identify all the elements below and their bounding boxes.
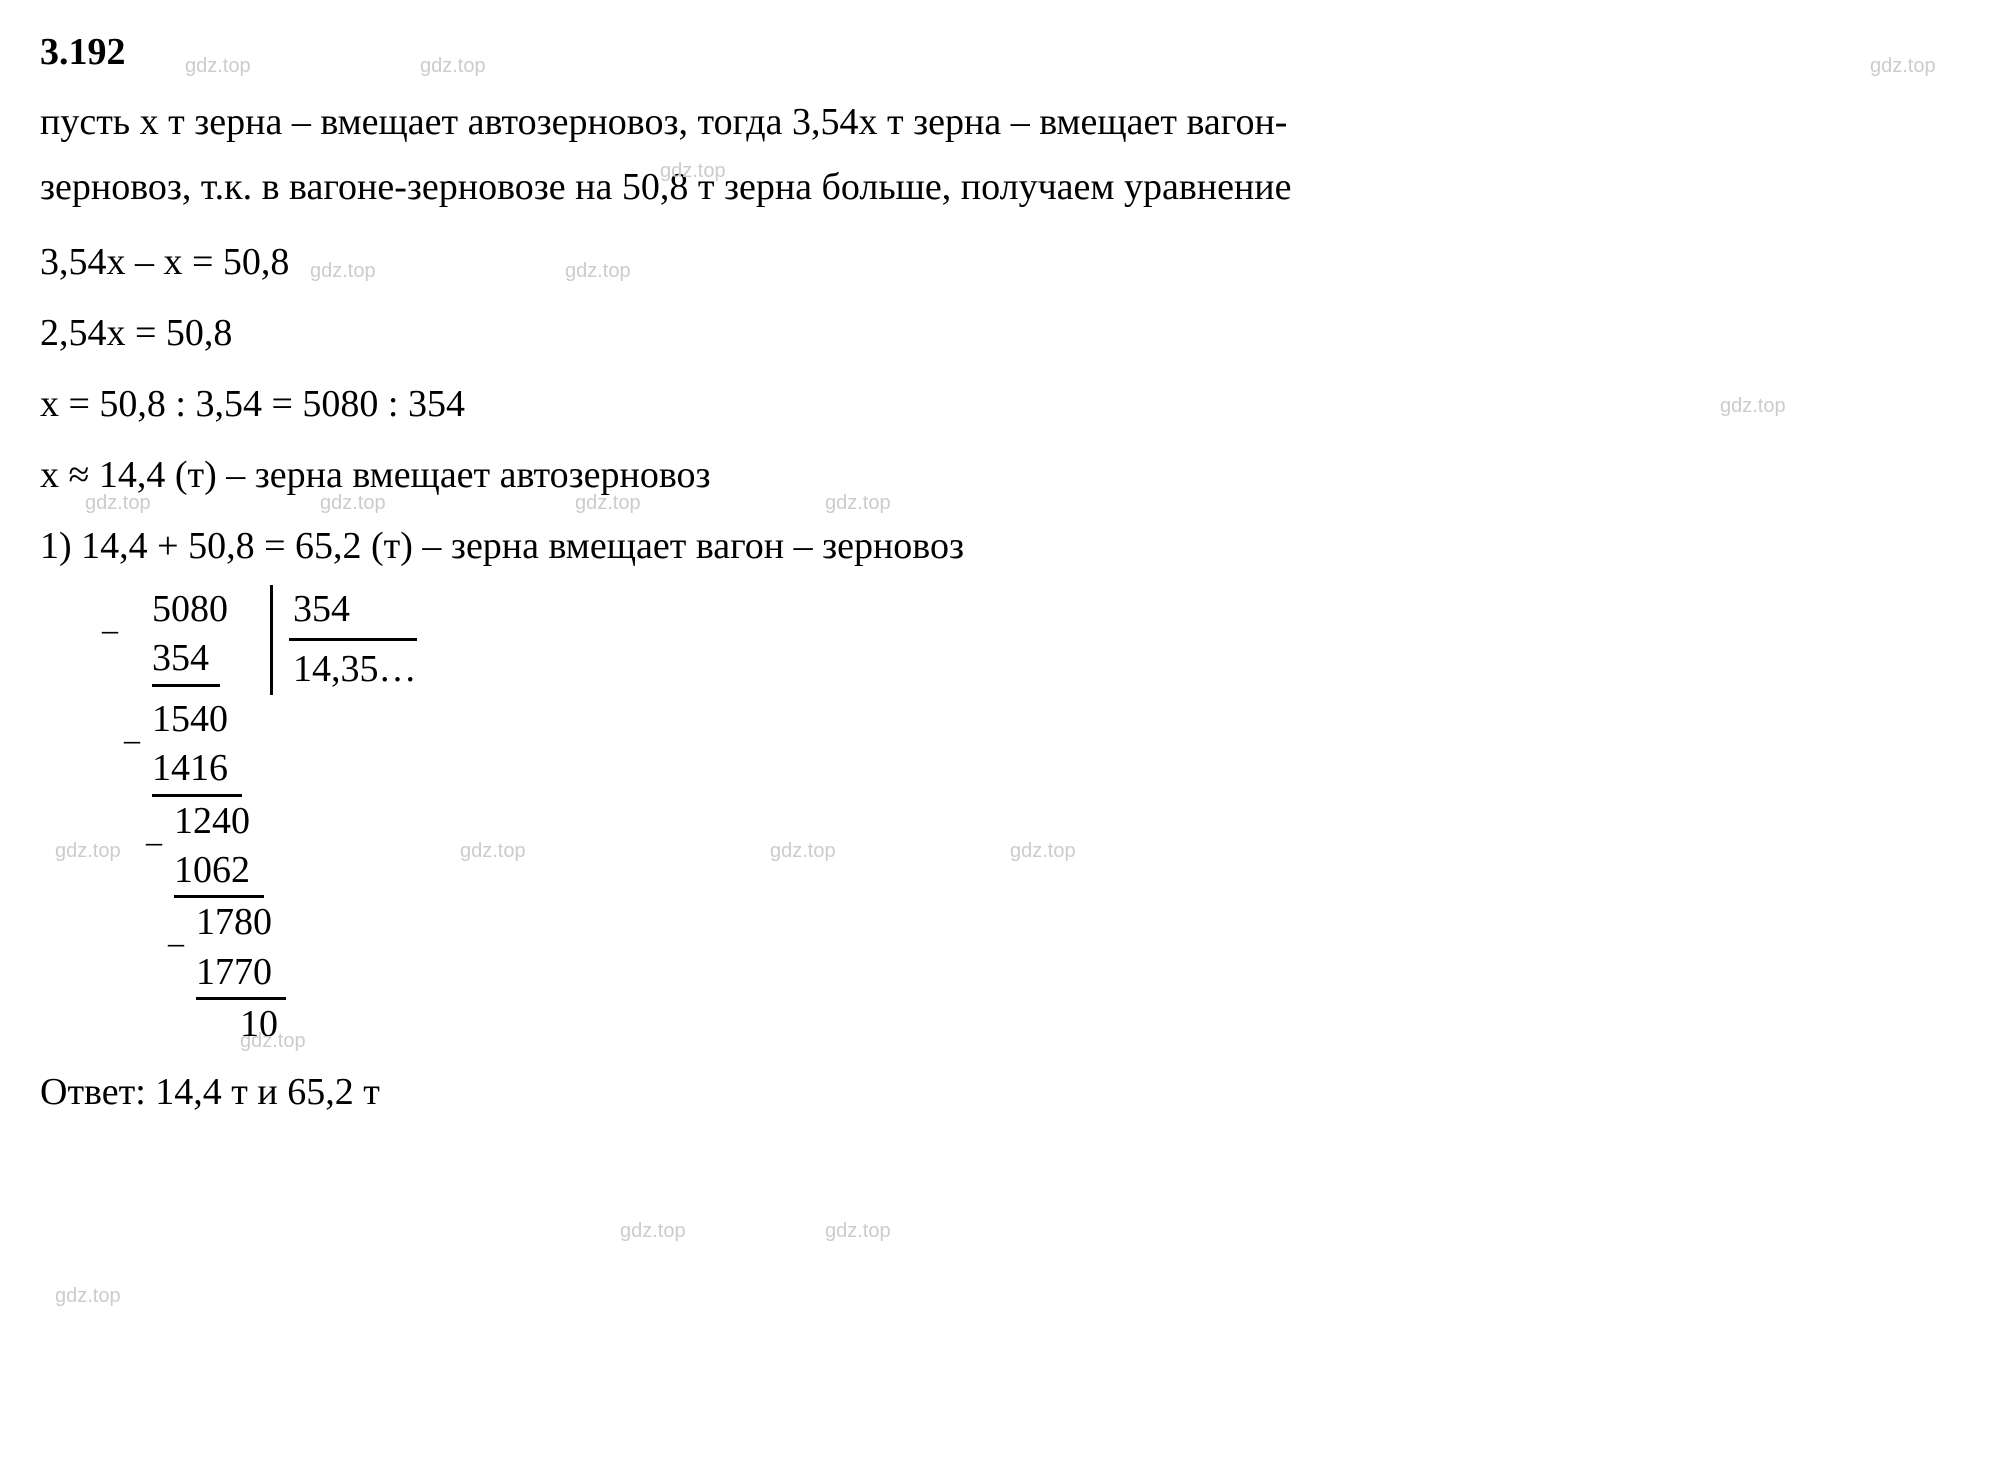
division-final-remainder: 10 xyxy=(130,1000,417,1049)
dividend: 5080 xyxy=(130,585,270,634)
problem-text-2: зерновоз, т.к. в вагоне-зерновозе на 50,… xyxy=(40,159,1975,216)
watermark-text: gdz.top xyxy=(55,1285,121,1308)
watermark-text: gdz.top xyxy=(55,840,121,863)
division-sub-4: 1770 xyxy=(130,948,310,1000)
minus-icon: – xyxy=(124,719,140,761)
problem-text-1: пусть х т зерна – вмещает автозерновоз, … xyxy=(40,94,1975,151)
watermark-text: gdz.top xyxy=(825,1220,891,1243)
equation-2: 2,54х = 50,8 xyxy=(40,305,1975,362)
problem-number: 3.192 xyxy=(40,30,1975,74)
division-remainder-2: 1540 xyxy=(130,695,270,744)
division-sub-2: 1416 xyxy=(130,744,270,796)
equation-1: 3,54х – х = 50,8 xyxy=(40,234,1975,291)
step-1: 1) 14,4 + 50,8 = 65,2 (т) – зерна вмещае… xyxy=(40,518,1975,575)
equation-3: х = 50,8 : 3,54 = 5080 : 354 xyxy=(40,376,1975,433)
division-remainder-4: 1780 xyxy=(130,898,310,947)
watermark-text: gdz.top xyxy=(620,1220,686,1243)
division-sub-1: 354 xyxy=(130,634,270,686)
minus-icon: – xyxy=(168,922,184,964)
divisor: 354 xyxy=(289,585,417,641)
equation-4: х ≈ 14,4 (т) – зерна вмещает автозерново… xyxy=(40,447,1975,504)
long-division: – 5080 354 354 14,35… – 1540 1416 – 1240… xyxy=(130,585,1975,1050)
minus-icon: – xyxy=(102,609,118,651)
answer: Ответ: 14,4 т и 65,2 т xyxy=(40,1070,1975,1114)
quotient: 14,35… xyxy=(289,641,417,694)
minus-icon: – xyxy=(146,821,162,863)
